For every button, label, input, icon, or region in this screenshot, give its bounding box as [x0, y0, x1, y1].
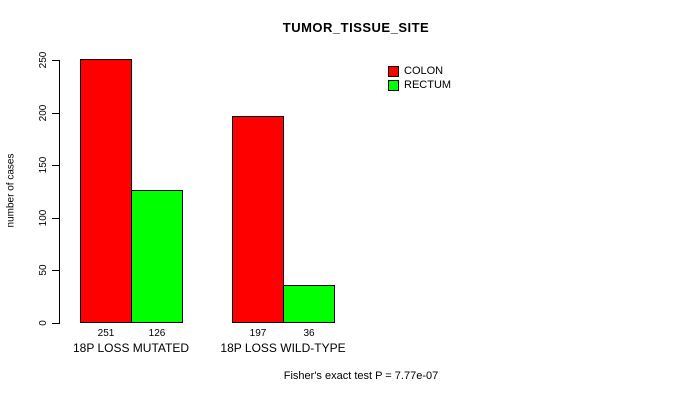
y-tick-mark [52, 60, 59, 61]
y-tick-mark [52, 270, 59, 271]
y-tick-mark [52, 323, 59, 324]
legend-label: COLON [404, 65, 444, 77]
y-tick-mark [52, 218, 59, 219]
bar-value-label: 251 [97, 328, 115, 339]
legend-swatch-rectum [388, 79, 399, 91]
y-tick-mark [52, 113, 59, 114]
y-tick-label: 200 [38, 104, 49, 122]
y-axis-label: number of cases [5, 153, 17, 228]
y-tick-mark [52, 165, 59, 166]
y-tick-label: 250 [38, 51, 49, 69]
bar-rectum-group1 [131, 190, 183, 323]
y-axis-line [59, 60, 60, 324]
chart-title: TUMOR_TISSUE_SITE [282, 20, 430, 35]
legend-label: RECTUM [404, 79, 452, 91]
group-label: 18P LOSS WILD-TYPE [220, 341, 346, 355]
legend-item-colon: COLON [388, 64, 451, 78]
stat-annotation: Fisher's exact test P = 7.77e-07 [283, 370, 439, 382]
y-tick-label: 0 [38, 320, 49, 326]
bar-colon-group1 [80, 59, 132, 323]
bar-value-label: 197 [249, 328, 267, 339]
legend: COLON RECTUM [388, 64, 451, 92]
y-tick-label: 150 [38, 156, 49, 174]
bar-value-label: 36 [303, 328, 315, 339]
bar-colon-group2 [232, 116, 284, 323]
bar-value-label: 126 [148, 328, 166, 339]
bar-rectum-group2 [283, 285, 335, 323]
legend-swatch-colon [388, 65, 399, 77]
y-tick-label: 100 [38, 209, 49, 227]
group-label: 18P LOSS MUTATED [72, 341, 190, 355]
legend-item-rectum: RECTUM [388, 78, 451, 92]
y-tick-label: 50 [38, 264, 49, 276]
